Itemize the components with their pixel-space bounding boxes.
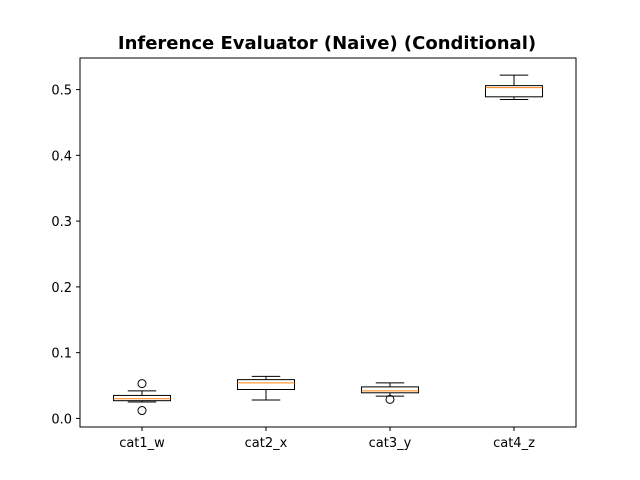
x-tick-label: cat3_y xyxy=(369,436,412,451)
y-tick-label: 0.1 xyxy=(51,347,72,362)
x-tick-label: cat4_z xyxy=(493,436,535,451)
outlier-point xyxy=(137,379,147,389)
axes-frame xyxy=(79,57,577,428)
y-tick-label: 0.5 xyxy=(51,84,72,99)
y-tick-label: 0.3 xyxy=(51,215,72,230)
box-cat1_w xyxy=(112,394,172,402)
box-cat3_y xyxy=(360,386,420,394)
y-tick-label: 0.0 xyxy=(51,412,72,427)
y-tick-label: 0.4 xyxy=(51,149,72,164)
x-tick-label: cat2_x xyxy=(245,436,288,451)
outlier-point xyxy=(137,406,147,416)
chart-title: Inference Evaluator (Naive) (Conditional… xyxy=(118,33,536,54)
x-tick-label: cat1_w xyxy=(119,436,165,451)
outlier-point xyxy=(385,394,395,404)
box-cat2_x xyxy=(236,379,296,391)
plot-area: 0.0 0.1 0.2 0.3 0.4 0.5 cat1_w cat2_x cat3_y cat4… xyxy=(51,74,544,451)
box-cat4_z xyxy=(484,85,544,98)
y-tick-label: 0.2 xyxy=(51,281,72,296)
